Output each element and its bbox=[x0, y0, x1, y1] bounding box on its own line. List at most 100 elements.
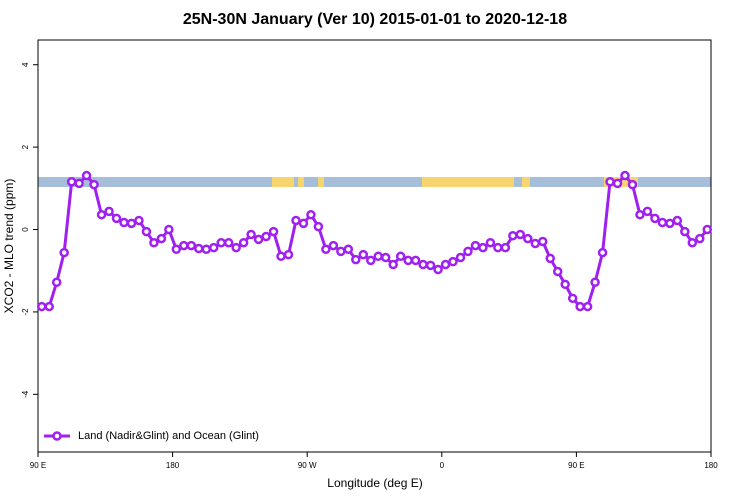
data-point bbox=[695, 233, 705, 244]
data-point bbox=[665, 218, 675, 229]
data-point bbox=[306, 209, 316, 220]
data-point bbox=[66, 176, 77, 187]
data-point bbox=[575, 301, 585, 312]
data-point bbox=[410, 255, 421, 266]
data-point bbox=[164, 224, 174, 235]
data-point bbox=[291, 215, 301, 226]
data-point bbox=[81, 170, 92, 181]
data-point bbox=[238, 237, 249, 248]
chart-title: 25N-30N January (Ver 10) 2015-01-01 to 2… bbox=[183, 11, 567, 28]
data-point bbox=[597, 247, 608, 258]
data-point bbox=[515, 229, 526, 240]
data-point bbox=[59, 247, 69, 258]
legend-label: Land (Nadir&Glint) and Ocean (Glint) bbox=[78, 430, 259, 442]
data-point bbox=[343, 244, 354, 255]
data-point bbox=[171, 244, 182, 255]
data-point bbox=[111, 213, 122, 224]
data-point bbox=[455, 252, 466, 263]
data-point bbox=[567, 293, 578, 304]
data-point bbox=[500, 242, 511, 253]
data-point bbox=[530, 238, 541, 249]
data-point bbox=[642, 206, 653, 217]
data-point bbox=[433, 264, 443, 275]
data-point bbox=[313, 221, 324, 232]
x-tick-label: 90 W bbox=[298, 461, 317, 470]
data-point bbox=[380, 252, 391, 263]
data-point bbox=[620, 170, 630, 181]
data-point bbox=[523, 233, 533, 244]
data-point bbox=[538, 236, 548, 247]
data-point bbox=[650, 213, 660, 224]
x-tick-label: 90 E bbox=[30, 461, 46, 470]
data-point bbox=[485, 237, 496, 248]
data-point bbox=[463, 246, 473, 257]
data-point bbox=[51, 277, 62, 288]
y-tick-label: 4 bbox=[21, 62, 30, 67]
data-point bbox=[246, 229, 256, 240]
data-point bbox=[298, 218, 309, 229]
data-point bbox=[201, 244, 211, 255]
x-tick-label: 90 E bbox=[568, 461, 584, 470]
data-point bbox=[283, 249, 294, 260]
x-axis-label: Longitude (deg E) bbox=[327, 476, 422, 490]
data-point bbox=[74, 178, 84, 189]
data-point bbox=[89, 179, 99, 190]
data-point bbox=[141, 226, 152, 237]
data-point bbox=[268, 226, 279, 237]
data-point bbox=[687, 237, 698, 248]
data-point bbox=[657, 217, 668, 228]
x-tick-label: 180 bbox=[166, 461, 180, 470]
data-point bbox=[358, 249, 369, 260]
data-point bbox=[702, 224, 713, 235]
data-point bbox=[545, 253, 555, 264]
data-point bbox=[493, 242, 503, 253]
data-point bbox=[156, 233, 167, 244]
data-point bbox=[104, 206, 114, 217]
data-point bbox=[36, 301, 47, 312]
data-point bbox=[96, 209, 107, 220]
data-point bbox=[126, 218, 137, 229]
data-point bbox=[478, 242, 488, 253]
data-point bbox=[253, 234, 264, 245]
y-tick-label: -4 bbox=[21, 390, 30, 398]
data-point bbox=[418, 259, 428, 270]
data-point bbox=[336, 246, 346, 257]
data-point bbox=[635, 209, 645, 220]
legend-marker bbox=[52, 431, 62, 441]
data-point bbox=[216, 237, 226, 248]
y-tick-label: 2 bbox=[21, 144, 30, 149]
y-axis-label: XCO2 - MLO trend (ppm) bbox=[2, 179, 16, 314]
data-point bbox=[134, 215, 144, 226]
data-point bbox=[276, 251, 286, 262]
plot-frame bbox=[37, 39, 712, 453]
data-point bbox=[208, 242, 219, 253]
data-point bbox=[194, 243, 204, 254]
data-point bbox=[231, 242, 241, 253]
data-point bbox=[373, 251, 383, 262]
y-tick-label: -2 bbox=[21, 308, 30, 316]
data-point bbox=[627, 179, 638, 190]
data-point bbox=[186, 240, 197, 251]
data-point bbox=[605, 176, 615, 187]
data-point bbox=[680, 226, 690, 237]
data-point bbox=[672, 215, 683, 226]
data-point bbox=[321, 244, 331, 255]
data-point bbox=[425, 260, 436, 271]
data-point bbox=[388, 259, 398, 270]
data-point bbox=[395, 251, 406, 262]
data-point bbox=[403, 255, 413, 266]
data-point bbox=[508, 230, 518, 241]
data-point bbox=[328, 240, 339, 251]
data-point bbox=[470, 240, 481, 251]
data-point bbox=[351, 254, 361, 265]
data-point bbox=[149, 237, 159, 248]
data-point bbox=[440, 259, 451, 270]
data-point bbox=[582, 301, 593, 312]
data-point bbox=[366, 255, 376, 266]
y-tick-label: 0 bbox=[21, 227, 30, 232]
data-point bbox=[448, 256, 458, 267]
data-point bbox=[44, 301, 54, 312]
data-point bbox=[590, 277, 600, 288]
series-line bbox=[41, 173, 709, 309]
